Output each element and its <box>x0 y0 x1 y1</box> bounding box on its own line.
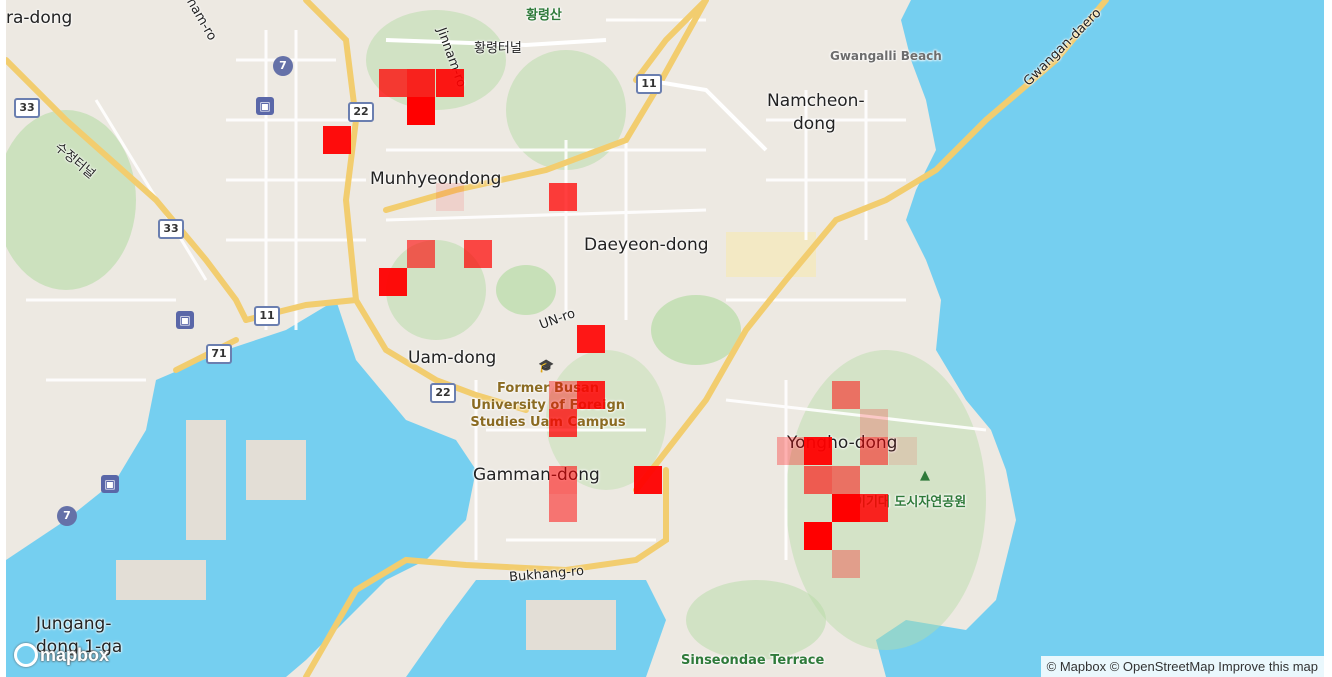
route-shield-33b: 33 <box>158 219 184 239</box>
heatmap-cell[interactable] <box>549 409 577 437</box>
heatmap-cell[interactable] <box>889 437 917 465</box>
heatmap-cell[interactable] <box>549 494 577 522</box>
place-label-namcheon: Namcheon- <box>767 91 865 111</box>
heatmap-cell[interactable] <box>804 522 832 550</box>
road-label-tunnel: 황령터널 <box>474 41 522 56</box>
place-label-jungang: Jungang- <box>36 614 112 634</box>
heatmap-cell[interactable] <box>634 466 662 494</box>
heatmap-cell[interactable] <box>777 437 805 465</box>
route-shield-11: 11 <box>636 74 662 94</box>
heatmap-cell[interactable] <box>436 69 464 97</box>
place-label-namcheon-dong: dong <box>793 114 836 134</box>
heatmap-cell[interactable] <box>407 240 435 268</box>
heatmap-cell[interactable] <box>860 494 888 522</box>
route-shield-22b: 22 <box>430 383 456 403</box>
route-shield-22: 22 <box>348 102 374 122</box>
attribution-mapbox-link[interactable]: © Mapbox <box>1046 659 1107 674</box>
heatmap-cell[interactable] <box>379 69 407 97</box>
attribution-improve-link[interactable]: Improve this map <box>1218 659 1318 674</box>
place-label-munhyeondong: Munhyeondong <box>370 169 502 189</box>
heatmap-cell[interactable] <box>804 437 832 465</box>
heatmap-cell[interactable] <box>323 126 351 154</box>
map-canvas[interactable]: ra-dong Munhyeondong Daeyeon-dong Uam-do… <box>6 0 1324 677</box>
heatmap-cell[interactable] <box>860 409 888 437</box>
heatmap-cell[interactable] <box>860 437 888 465</box>
route-shield-11b: 11 <box>254 306 280 326</box>
attribution-bar: © Mapbox © OpenStreetMap Improve this ma… <box>1040 656 1324 677</box>
mapbox-logo-icon <box>14 643 38 667</box>
rail-station-icon[interactable]: ▣ <box>176 311 194 329</box>
poi-label-university-line1: Former Busan <box>497 381 599 396</box>
place-label-ra-dong: ra-dong <box>6 8 73 28</box>
peak-label: 황령산 <box>526 8 562 23</box>
place-label-jungang-1ga: dong 1-ga <box>36 637 123 657</box>
rail-station-icon[interactable]: ▣ <box>256 97 274 115</box>
heatmap-cell[interactable] <box>464 240 492 268</box>
heatmap-cell[interactable] <box>832 466 860 494</box>
route-shield-71: 71 <box>206 344 232 364</box>
park-tree-icon: ▲ <box>920 468 930 483</box>
heatmap-cell[interactable] <box>832 494 860 522</box>
heatmap-cell[interactable] <box>549 466 577 494</box>
heatmap-cell[interactable] <box>407 97 435 125</box>
heatmap-cell[interactable] <box>577 325 605 353</box>
heatmap-cell[interactable] <box>549 381 577 409</box>
heatmap-cell[interactable] <box>436 183 464 211</box>
place-label-gamman-dong: Gamman-dong <box>473 465 600 485</box>
heatmap-cell[interactable] <box>379 268 407 296</box>
university-icon: 🎓 <box>538 359 555 374</box>
heatmap-cell[interactable] <box>549 183 577 211</box>
route-shield-7b: 7 <box>57 506 77 526</box>
heatmap-cell[interactable] <box>407 69 435 97</box>
mapbox-logo[interactable]: mapbox <box>14 643 109 667</box>
place-label-daeyeon-dong: Daeyeon-dong <box>584 235 709 255</box>
place-label-uam-dong: Uam-dong <box>408 348 497 368</box>
heatmap-cell[interactable] <box>832 550 860 578</box>
poi-label-university-line3: Studies Uam Campus <box>470 415 626 430</box>
basemap <box>6 0 1324 677</box>
mapbox-logo-text: mapbox <box>40 644 110 665</box>
heatmap-cell[interactable] <box>577 381 605 409</box>
rail-station-icon[interactable]: ▣ <box>101 475 119 493</box>
poi-label-terrace[interactable]: Sinseondae Terrace <box>681 653 825 668</box>
sea-east <box>876 0 1324 677</box>
attribution-osm-link[interactable]: © OpenStreetMap <box>1109 659 1215 674</box>
heatmap-cell[interactable] <box>804 466 832 494</box>
poi-label-beach[interactable]: Gwangalli Beach <box>830 49 942 63</box>
heatmap-cell[interactable] <box>832 381 860 409</box>
route-shield-33: 33 <box>14 98 40 118</box>
route-shield-7: 7 <box>273 56 293 76</box>
